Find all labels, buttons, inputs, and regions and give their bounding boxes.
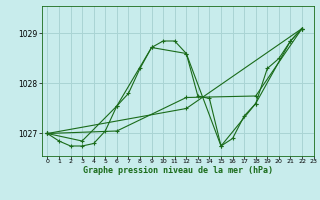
- X-axis label: Graphe pression niveau de la mer (hPa): Graphe pression niveau de la mer (hPa): [83, 166, 273, 175]
